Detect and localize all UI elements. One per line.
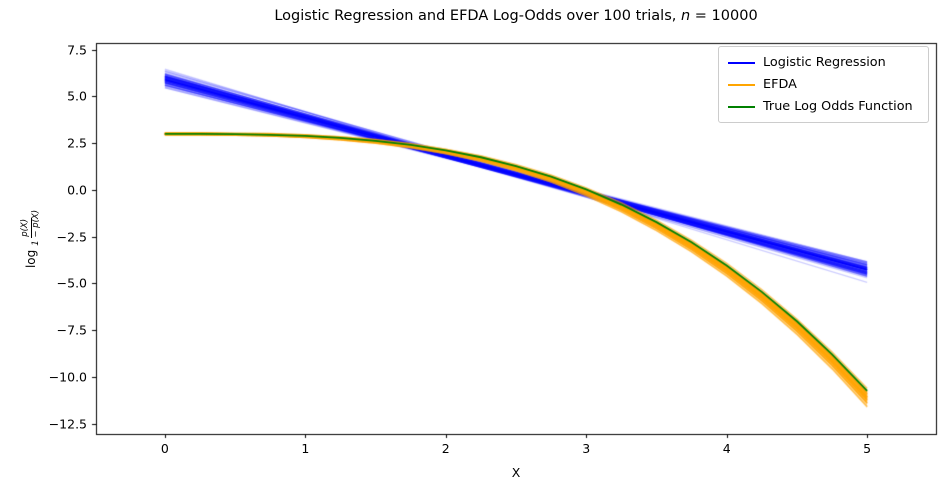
legend-label: Logistic Regression xyxy=(763,55,886,70)
legend: Logistic Regression EFDA True Log Odds F… xyxy=(718,46,929,123)
y-tick-label: −7.5 xyxy=(56,322,87,338)
y-axis-label: log p(X) 1 − p(X) xyxy=(18,174,44,304)
y-tick-label: 7.5 xyxy=(67,42,87,58)
legend-line-swatch-orange xyxy=(728,83,755,86)
x-tick-label: 4 xyxy=(722,441,731,456)
chart-title-n-value: = 10000 xyxy=(690,8,758,24)
legend-line-swatch-green xyxy=(728,105,755,108)
x-tick-label: 2 xyxy=(441,441,450,456)
y-axis-label-denominator: 1 − p(X) xyxy=(30,209,41,246)
y-tick-label: −5.0 xyxy=(56,275,87,291)
x-tick-label: 1 xyxy=(301,441,310,456)
legend-item-logistic-regression: Logistic Regression xyxy=(728,54,919,71)
chart-title-text: Logistic Regression and EFDA Log-Odds ov… xyxy=(274,8,681,24)
legend-item-true-log-odds: True Log Odds Function xyxy=(728,98,919,115)
y-tick-label: −2.5 xyxy=(56,229,87,245)
x-axis-label: X xyxy=(511,465,521,480)
legend-item-efda: EFDA xyxy=(728,76,919,93)
chart-title-n-variable: n xyxy=(680,8,691,24)
y-tick-label: 2.5 xyxy=(67,135,87,151)
x-tick-label: 5 xyxy=(863,441,872,456)
legend-line-swatch-blue xyxy=(728,61,755,64)
y-tick-label: 5.0 xyxy=(67,88,87,104)
legend-label: True Log Odds Function xyxy=(763,99,913,114)
y-tick-label: 0.0 xyxy=(67,182,87,198)
y-axis-label-numerator: p(X) xyxy=(19,217,32,238)
chart-title: Logistic Regression and EFDA Log-Odds ov… xyxy=(96,8,936,24)
y-axis-label-fraction: p(X) 1 − p(X) xyxy=(19,209,42,246)
y-tick-label: −10.0 xyxy=(48,369,87,385)
x-tick-label: 0 xyxy=(160,441,169,456)
x-tick-label: 3 xyxy=(582,441,591,456)
y-axis-label-log: log xyxy=(24,249,38,269)
y-tick-label: −12.5 xyxy=(48,416,87,432)
legend-label: EFDA xyxy=(763,77,797,92)
